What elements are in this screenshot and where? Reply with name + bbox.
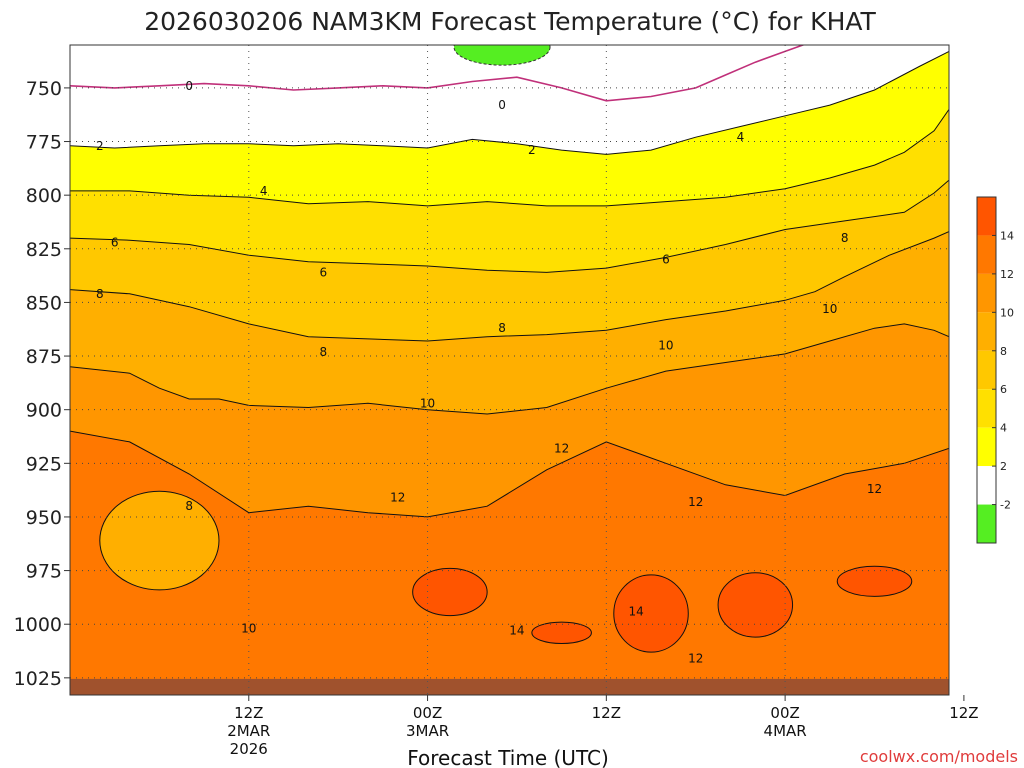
contour-label: 6 <box>319 265 327 279</box>
credit-text: coolwx.com/models <box>860 747 1018 766</box>
band-12-14 <box>70 431 949 695</box>
contour-label: 12 <box>867 482 882 496</box>
warm-cell-14 <box>717 572 794 638</box>
warm-cell-14 <box>836 565 913 597</box>
colorbar-swatch <box>977 273 996 313</box>
contour-label: 10 <box>241 621 256 635</box>
y-tick-label: 925 <box>26 453 62 475</box>
y-tick-label: 850 <box>26 292 62 314</box>
colorbar-label: 4 <box>1000 422 1007 435</box>
x-tick-label: 12Z <box>234 704 263 722</box>
y-tick-label: 1025 <box>14 668 62 690</box>
y-tick-label: 975 <box>26 561 62 583</box>
band-below-0 <box>453 45 551 66</box>
warm-cell-14 <box>613 574 689 653</box>
contour-label: 4 <box>737 130 745 144</box>
isotherm-12-line <box>70 430 949 518</box>
colorbar-swatch <box>977 350 996 390</box>
contour-label: 4 <box>260 184 268 198</box>
x-tick-label: 12Z <box>592 704 621 722</box>
colorbar-legend: 14 12 10 8 6 4 2 -2 <box>976 196 1014 544</box>
isotherm-8-line <box>70 231 949 342</box>
warm-cell-14 <box>531 621 592 645</box>
ground-strip <box>70 678 949 695</box>
contour-label: 10 <box>822 302 837 316</box>
colorbar-swatch <box>977 235 996 274</box>
x-tick-label: 00Z <box>413 704 442 722</box>
contour-label: 6 <box>662 253 670 267</box>
contour-label: 12 <box>390 491 405 505</box>
x-tick-label: 2MAR <box>227 722 270 740</box>
isotherm-2-line <box>70 50 949 155</box>
y-axis: 750 775 800 825 850 875 900 925 950 975 1000 1025 <box>14 78 70 690</box>
contour-label: 14 <box>509 624 524 638</box>
x-tick-label: 3MAR <box>406 722 449 740</box>
y-tick-label: 900 <box>26 400 62 422</box>
contour-label: 0 <box>185 79 193 93</box>
contour-label: 2 <box>528 143 536 157</box>
isotherm-6-line <box>70 179 949 273</box>
contour-label: 8 <box>498 321 506 335</box>
colorbar-swatch <box>977 504 996 543</box>
y-tick-label: 1000 <box>14 614 62 636</box>
x-tick-label: 4MAR <box>764 722 807 740</box>
y-tick-label: 750 <box>26 78 62 100</box>
x-tick-label: 12Z <box>949 704 978 722</box>
colorbar-swatch <box>977 389 996 428</box>
cool-cell-8 <box>99 490 220 591</box>
isotherm-10-line <box>70 323 949 415</box>
x-tick-label: 00Z <box>770 704 799 722</box>
contour-label: 10 <box>658 338 673 352</box>
y-tick-label: 800 <box>26 185 62 207</box>
y-tick-label: 950 <box>26 507 62 529</box>
x-tick-label: 2026 <box>230 740 268 758</box>
band-0-2 <box>70 45 949 155</box>
contour-label: 8 <box>185 499 193 513</box>
contour-label: 0 <box>498 98 506 112</box>
contour-label: 14 <box>628 604 643 618</box>
y-tick-label: 875 <box>26 346 62 368</box>
colorbar-label: 10 <box>1000 306 1014 319</box>
contour-label: 12 <box>688 652 703 666</box>
contour-label: 8 <box>319 345 327 359</box>
colorbar-label: -2 <box>1000 499 1011 512</box>
colorbar-label: 8 <box>1000 345 1007 358</box>
y-tick-label: 825 <box>26 239 62 261</box>
contour-label: 8 <box>96 287 104 301</box>
plot-frame <box>69 44 950 696</box>
plot-area: 0 0 2 2 4 4 6 6 6 8 8 8 8 10 10 10 10 12 12 12 12 12 14 14 8 <box>70 45 949 695</box>
x-axis-title: Forecast Time (UTC) <box>407 746 609 768</box>
colorbar-frame <box>976 196 997 544</box>
colorbar-label: 2 <box>1000 460 1007 473</box>
contour-label: 12 <box>554 441 569 455</box>
colorbar-swatch <box>977 312 996 351</box>
colorbar-swatch <box>977 197 996 236</box>
colorbar-swatch <box>977 466 996 505</box>
colorbar-label: 12 <box>1000 268 1014 281</box>
warm-cell-14 <box>412 567 488 617</box>
contour-label: 10 <box>420 396 435 410</box>
colorbar-swatch <box>977 427 996 467</box>
contour-label: 2 <box>96 139 104 153</box>
chart-title: 2026030206 NAM3KM Forecast Temperature (… <box>144 7 876 36</box>
y-tick-label: 775 <box>26 132 62 154</box>
colorbar-label: 14 <box>1000 229 1014 242</box>
contour-label: 6 <box>111 235 119 249</box>
isotherm-0-line <box>70 45 806 102</box>
contour-label: 12 <box>688 495 703 509</box>
colorbar-label: 6 <box>1000 383 1007 396</box>
contour-label: 8 <box>841 231 849 245</box>
isotherm-4-line <box>70 109 949 207</box>
